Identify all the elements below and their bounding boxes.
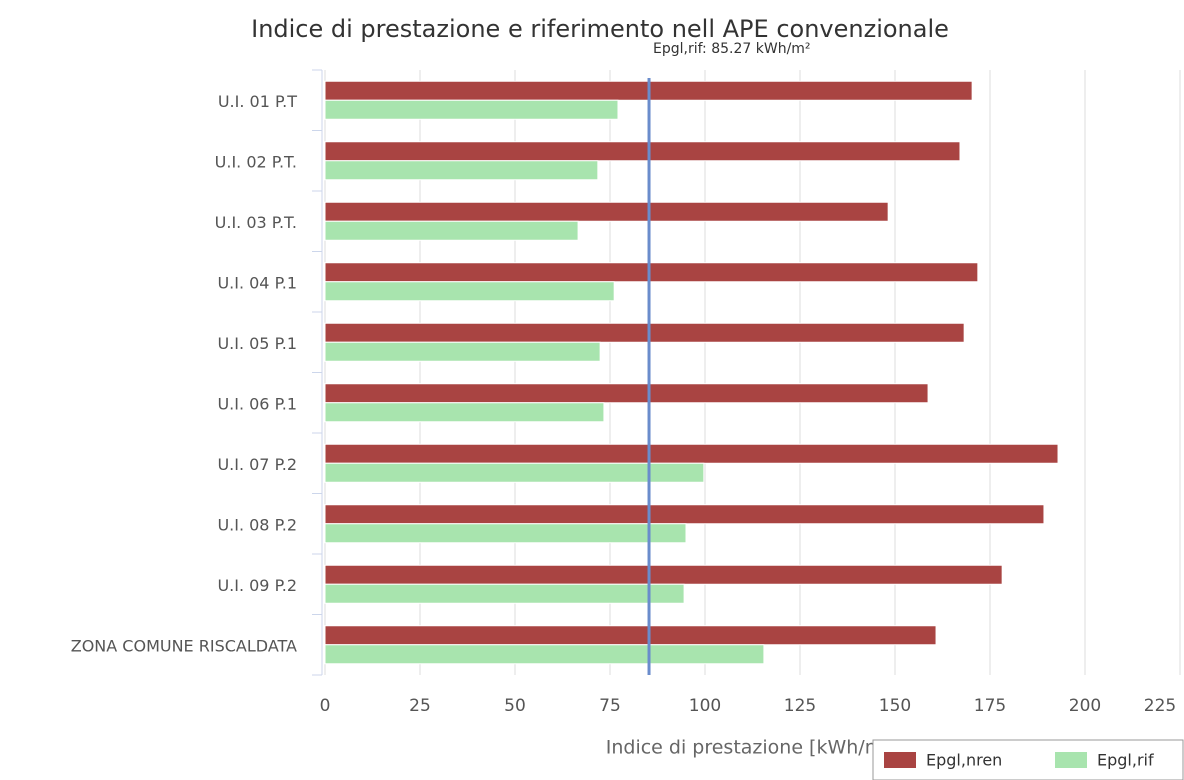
bar (324, 262, 979, 283)
legend-label: Epgl,rif (1097, 751, 1154, 770)
y-tick-label: U.I. 02 P.T. (215, 152, 297, 171)
x-tick-label: 175 (974, 696, 1006, 716)
y-tick-label: U.I. 03 P.T. (215, 213, 297, 232)
bar (324, 160, 599, 181)
bar (324, 564, 1003, 585)
bar (324, 201, 889, 222)
bar (324, 141, 961, 162)
x-tick-label: 125 (784, 696, 816, 716)
x-axis-title: Indice di prestazione [kWh/m²] (606, 737, 899, 759)
y-tick-label: U.I. 08 P.2 (217, 515, 297, 534)
legend-swatch (1055, 752, 1087, 768)
x-tick-label: 150 (879, 696, 911, 716)
x-tick-label: 25 (409, 696, 431, 716)
y-tick-label: U.I. 09 P.2 (217, 576, 297, 595)
legend-swatch (884, 752, 916, 768)
x-tick-label: 0 (320, 696, 331, 716)
bar (324, 402, 605, 423)
x-tick-label: 200 (1069, 696, 1101, 716)
bar (324, 322, 965, 343)
y-tick-label: U.I. 01 P.T (218, 92, 297, 111)
bar (324, 443, 1059, 464)
legend-label: Epgl,nren (926, 751, 1002, 770)
bar (324, 644, 765, 665)
reference-line-label: Epgl,rif: 85.27 kWh/m² (653, 41, 811, 57)
bar (324, 523, 687, 544)
x-tick-label: 225 (1144, 696, 1176, 716)
bar (324, 281, 615, 302)
bar (324, 99, 619, 120)
chart-title: Indice di prestazione e riferimento nell… (251, 15, 949, 43)
y-tick-label: U.I. 05 P.1 (217, 334, 297, 353)
bar (324, 341, 601, 362)
x-tick-label: 50 (504, 696, 526, 716)
bar (324, 462, 705, 483)
legend-box (872, 739, 1184, 780)
bar (324, 383, 929, 404)
x-tick-label: 75 (599, 696, 621, 716)
y-tick-label: U.I. 06 P.1 (217, 394, 297, 413)
bar (324, 583, 685, 604)
y-tick-label: U.I. 04 P.1 (217, 273, 297, 292)
y-tick-label: U.I. 07 P.2 (217, 455, 297, 474)
bar (324, 504, 1045, 525)
y-tick-label: ZONA COMUNE RISCALDATA (71, 636, 297, 655)
bar (324, 220, 579, 241)
bar (324, 625, 937, 646)
x-tick-label: 100 (689, 696, 721, 716)
